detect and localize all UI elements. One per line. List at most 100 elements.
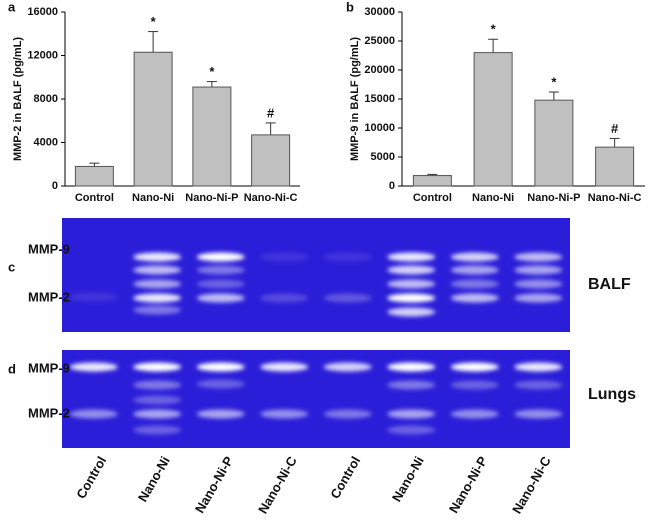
y-axis-label: MMP-9 in BALF (pg/mL) [349,37,361,161]
bar [74,165,114,187]
gel-band [514,293,563,303]
y-tick-label: 5000 [371,151,395,163]
gel-band [133,362,182,372]
gel-band [196,362,245,372]
gel-band [69,362,118,372]
gel-band [196,252,245,262]
gel-band [514,265,563,275]
gel-band [450,293,499,303]
gel-band [69,409,118,419]
gel-band [196,279,245,289]
bar-label: # [267,105,275,120]
gel-band [387,307,436,317]
lane-label: Control [327,454,363,502]
x-tick-label: Nano-Ni-P [527,192,580,204]
y-tick-label: 8000 [34,93,58,105]
band-label: MMP-9 [28,241,70,256]
panel-label: d [8,361,16,376]
panel-label: b [346,0,354,14]
sample-label: Lungs [588,386,636,403]
x-tick-label: Nano-Ni-C [588,192,642,204]
gel-band [450,362,499,372]
gel-band [450,252,499,262]
lane-label: Nano-Ni-P [446,453,491,515]
panel-label: c [8,259,15,274]
x-tick-label: Nano-Ni [132,192,174,204]
bar [534,99,574,187]
gel-band [387,279,436,289]
lane-label: Nano-Ni [135,454,173,505]
y-tick-label: 20000 [364,64,395,76]
y-tick-label: 0 [52,180,58,192]
gel-band [133,380,182,390]
gel-band [260,293,309,303]
gel-band [387,362,436,372]
gel-band [196,293,245,303]
y-tick-label: 4000 [34,136,58,148]
y-axis-label: MMP-2 in BALF (pg/mL) [12,37,24,161]
gel-band [450,279,499,289]
gel-band [133,293,182,303]
gel-band [196,265,245,275]
band-label: MMP-9 [28,360,70,375]
gel-band [133,265,182,275]
gel-band [514,252,563,262]
gel-band [514,279,563,289]
charts: a MMP-2 in BALF (pg/mL) 0 4000 8000 12000 1600… [8,0,645,204]
sample-label: BALF [588,276,631,293]
gel-band [260,252,309,262]
gel-band [323,409,372,419]
gel-band [387,293,436,303]
bar-label: * [151,14,157,29]
gel-c [62,218,570,332]
x-tick-label: Nano-Ni-P [185,192,238,204]
bar [251,134,291,187]
gel-band [514,362,563,372]
gel-band [133,395,182,405]
gel-band [323,293,372,303]
bar-label: * [209,64,215,79]
gel-band [133,305,182,315]
bar [473,52,513,187]
gel-band [133,409,182,419]
y-tick-label: 15000 [364,93,395,105]
bar [133,51,173,187]
y-tick-label: 0 [389,180,395,192]
gel-band [260,409,309,419]
gel-band [323,252,372,262]
gel-bands [69,252,563,435]
x-tick-label: Nano-Ni-C [244,192,298,204]
bar [595,146,635,187]
lane-label: Control [73,454,109,502]
band-label: MMP-2 [28,405,70,420]
panel-label: a [8,0,16,14]
gel-band [260,362,309,372]
y-tick-label: 30000 [364,6,395,18]
gel-band [450,265,499,275]
bar [192,86,232,187]
y-tick-label: 12000 [27,49,58,61]
lane-label: Nano-Ni-C [509,453,554,516]
bar-label: * [551,74,557,89]
x-tick-label: Nano-Ni [472,192,514,204]
gel-band [387,265,436,275]
gel-band [514,409,563,419]
lane-label: Nano-Ni-P [192,453,237,515]
band-label: MMP-2 [28,289,70,304]
y-tick-label: 10000 [364,122,395,134]
lane-label: Nano-Ni [389,454,427,505]
gel-band [196,409,245,419]
lane-label: Nano-Ni-C [255,453,300,516]
gel-band [387,252,436,262]
gel-band [69,292,118,302]
bar-label: * [491,22,497,37]
gel-band [387,380,436,390]
gel-band [196,379,245,389]
gel-band [514,380,563,390]
gel-band [133,279,182,289]
gel-band [450,380,499,390]
gel-band [387,409,436,419]
bar-label: # [611,121,619,136]
y-tick-label: 25000 [364,35,395,47]
